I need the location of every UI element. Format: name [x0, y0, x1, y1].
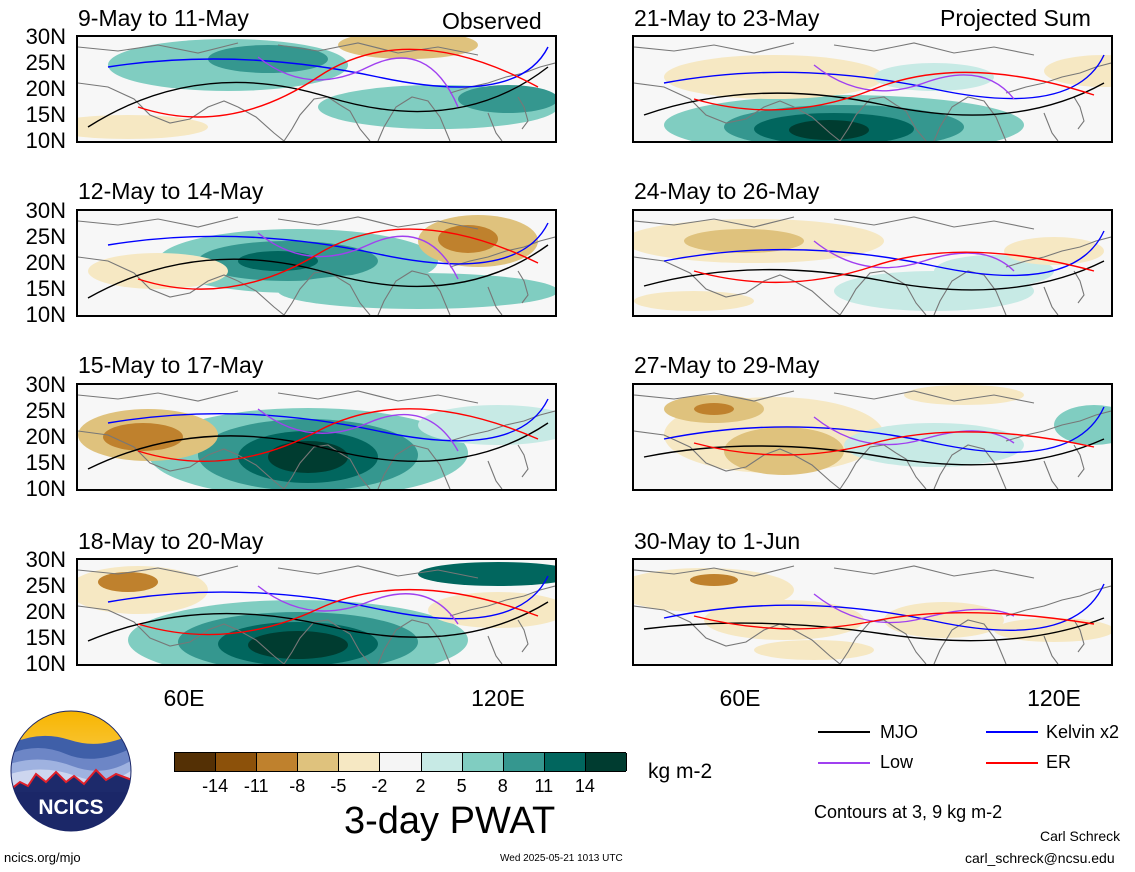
legend-low-label: Low — [880, 752, 914, 772]
lat-label: 20N — [25, 599, 66, 624]
colorbar-tick-label: -5 — [330, 776, 347, 796]
logo-text: NCICS — [38, 796, 103, 819]
panel-title: 21-May to 23-May — [634, 5, 820, 31]
map-panel — [632, 558, 1113, 666]
lat-label: 30N — [25, 547, 66, 572]
colorbar-swatch — [544, 753, 586, 771]
lat-label: 20N — [25, 424, 66, 449]
legend-kelvin-label: Kelvin x2 — [1046, 722, 1120, 742]
map-panel — [76, 383, 557, 491]
lat-label: 30N — [25, 372, 66, 397]
colorbar-swatch — [298, 753, 340, 771]
lat-label: 25N — [25, 50, 66, 75]
footer-timestamp: Wed 2025-05-21 1013 UTC — [500, 853, 623, 864]
observed-header: Observed — [442, 8, 542, 34]
panel-title: 27-May to 29-May — [634, 352, 820, 378]
map-panel — [76, 209, 557, 317]
colorbar-tick-label: -11 — [243, 776, 269, 796]
lon-label: 60E — [719, 685, 761, 711]
legend-kelvin-line — [986, 731, 1038, 733]
colorbar-tick-label: 11 — [534, 776, 554, 796]
lon-label: 120E — [1027, 685, 1081, 711]
map-panel — [632, 35, 1113, 143]
lat-label: 30N — [25, 198, 66, 223]
colorbar-swatch — [585, 753, 627, 771]
colorbar-tick-label: 2 — [415, 776, 426, 796]
lat-label: 25N — [25, 224, 66, 249]
lat-label: 20N — [25, 76, 66, 101]
legend-er-line — [986, 762, 1038, 764]
colorbar-title: 3-day PWAT — [344, 800, 556, 842]
legend-mjo-line — [818, 731, 870, 733]
legend-mjo-label: MJO — [880, 722, 918, 742]
footer-email[interactable]: carl_schreck@ncsu.edu — [965, 850, 1115, 866]
panel-title: 24-May to 26-May — [634, 178, 820, 204]
colorbar — [174, 752, 627, 772]
footer-author: Carl Schreck — [1040, 828, 1121, 844]
lat-label: 20N — [25, 250, 66, 275]
contours-note: Contours at 3, 9 kg m-2 — [814, 802, 1003, 822]
lat-label: 10N — [25, 302, 66, 327]
panel-title: 9-May to 11-May — [78, 5, 249, 31]
colorbar-tick-label: 8 — [497, 776, 508, 796]
panel-title: 30-May to 1-Jun — [634, 528, 801, 554]
legend-er-label: ER — [1046, 752, 1072, 772]
lat-label: 15N — [25, 102, 66, 127]
map-panel — [632, 209, 1113, 317]
colorbar-swatch — [421, 753, 463, 771]
map-panel — [76, 558, 557, 666]
colorbar-tick-label: -8 — [289, 776, 306, 796]
colorbar-swatch — [503, 753, 545, 771]
lat-label: 15N — [25, 450, 66, 475]
colorbar-swatch — [339, 753, 381, 771]
lat-label: 10N — [25, 651, 66, 676]
lat-label: 30N — [25, 24, 66, 49]
colorbar-tick-label: -2 — [371, 776, 388, 796]
colorbar-swatch — [462, 753, 504, 771]
lat-label: 10N — [25, 476, 66, 501]
legend-low-line — [818, 762, 870, 764]
lat-label: 15N — [25, 625, 66, 650]
colorbar-units: kg m-2 — [648, 760, 713, 783]
lon-label: 60E — [163, 685, 205, 711]
panel-title: 15-May to 17-May — [78, 352, 264, 378]
panel-title: 12-May to 14-May — [78, 178, 264, 204]
projected-header: Projected Sum — [940, 5, 1091, 31]
colorbar-swatch — [216, 753, 258, 771]
ncics-logo: NCICS — [10, 710, 132, 832]
map-panel — [632, 383, 1113, 491]
colorbar-tick-label: -14 — [202, 776, 229, 796]
lat-label: 15N — [25, 276, 66, 301]
colorbar-tick-label: 14 — [574, 776, 595, 796]
lat-label: 25N — [25, 573, 66, 598]
panel-title: 18-May to 20-May — [78, 528, 264, 554]
colorbar-swatch — [380, 753, 422, 771]
lat-label: 10N — [25, 128, 66, 153]
colorbar-swatch — [257, 753, 299, 771]
colorbar-swatch — [175, 753, 217, 771]
lon-label: 120E — [471, 685, 525, 711]
colorbar-tick-label: 5 — [456, 776, 467, 796]
footer-url[interactable]: ncics.org/mjo — [4, 850, 81, 865]
colorbar-ticks: -14 -11 -8 -5 -2 2 5 8 11 14 — [174, 776, 626, 798]
lat-label: 25N — [25, 398, 66, 423]
map-panel — [76, 35, 557, 143]
